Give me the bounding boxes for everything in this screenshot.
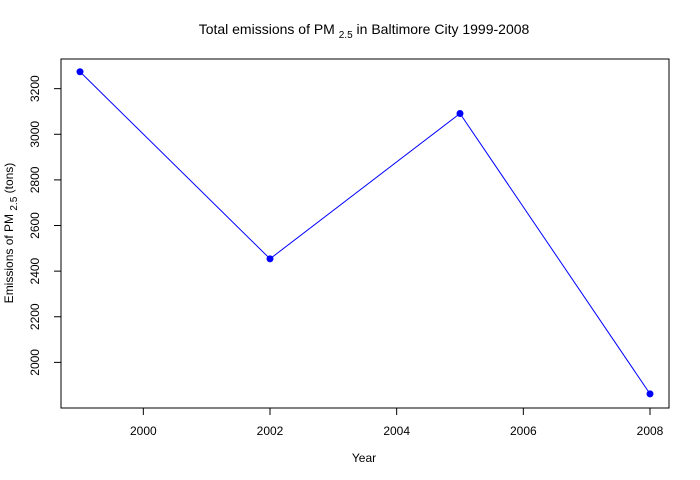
y-tick-label: 2800 [28, 166, 42, 193]
x-tick-label: 2004 [383, 424, 410, 438]
plot-frame [60, 58, 670, 409]
y-axis-label-suffix: (tons) [2, 163, 16, 194]
y-axis-label: Emissions of PM 2.5 (tons) [2, 163, 20, 304]
y-tick-label: 3200 [28, 75, 42, 102]
data-point [76, 68, 84, 76]
x-tick-label: 2006 [510, 424, 537, 438]
chart-title-suffix: in Baltimore City 1999-2008 [357, 21, 530, 37]
chart-title-subscript: 2.5 [339, 30, 353, 41]
y-axis-label-prefix: Emissions of PM [2, 214, 16, 303]
series-segment [79, 71, 271, 260]
series-segment [459, 113, 651, 395]
data-point [646, 390, 654, 398]
y-tick-label: 2200 [28, 303, 42, 330]
y-tick-label: 2000 [28, 349, 42, 376]
x-tick-label: 2002 [257, 424, 284, 438]
chart-title: Total emissions of PM 2.5 in Baltimore C… [199, 21, 530, 41]
y-tick-label: 2600 [28, 212, 42, 239]
x-axis: 2000 2002 2004 2006 2008 [130, 407, 664, 438]
x-tick-label: 2008 [637, 424, 664, 438]
series-group [76, 68, 654, 398]
x-tick-label: 2000 [130, 424, 157, 438]
y-axis: 2000 2200 2400 2600 2800 3000 3200 [28, 75, 62, 376]
series-segment [269, 113, 461, 260]
y-tick-label: 2400 [28, 257, 42, 284]
data-point [456, 110, 464, 118]
chart-title-prefix: Total emissions of PM [199, 21, 335, 37]
data-point [266, 255, 274, 263]
y-axis-label-subscript: 2.5 [9, 196, 20, 210]
x-axis-label: Year [352, 451, 376, 465]
y-tick-label: 3000 [28, 121, 42, 148]
